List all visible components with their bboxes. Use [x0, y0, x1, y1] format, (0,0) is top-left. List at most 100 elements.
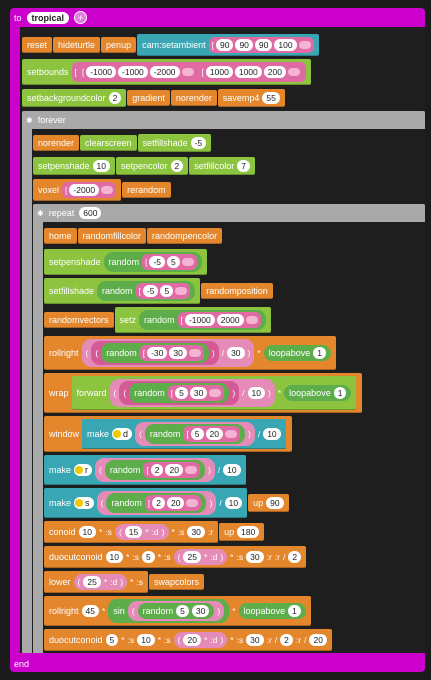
input-slot[interactable]: 10: [137, 634, 155, 646]
input-slot[interactable]: -1000: [184, 314, 215, 326]
input-slot[interactable]: 10: [105, 551, 124, 563]
reporter-label[interactable]: loopabove: [268, 348, 311, 358]
input-slot[interactable]: 20: [205, 428, 223, 440]
input-slot[interactable]: 15: [124, 526, 143, 538]
input-slot[interactable]: 90: [254, 39, 273, 51]
block-label[interactable]: swapcolors: [154, 577, 200, 587]
input-slot[interactable]: 30: [227, 347, 245, 359]
block-label[interactable]: lower: [49, 577, 71, 587]
input-slot[interactable]: 20: [183, 634, 201, 646]
input-slot[interactable]: 55: [262, 92, 280, 104]
input-slot[interactable]: -30: [147, 347, 168, 359]
block-label[interactable]: norender: [175, 93, 212, 103]
block-label[interactable]: rollright: [49, 606, 79, 616]
input-slot[interactable]: 20: [166, 497, 185, 509]
list-toggle[interactable]: [181, 68, 194, 76]
input-slot[interactable]: 90: [235, 39, 253, 51]
reporter-label[interactable]: random: [111, 498, 142, 508]
block-label[interactable]: voxel: [38, 185, 60, 195]
block-label[interactable]: wrap: [49, 388, 69, 398]
reporter-label[interactable]: random: [134, 388, 165, 398]
input-slot[interactable]: 90: [266, 497, 284, 509]
input-slot[interactable]: 2: [170, 160, 184, 172]
input-slot[interactable]: 10: [263, 428, 281, 440]
input-slot[interactable]: 2000: [216, 314, 244, 326]
input-slot[interactable]: 45: [81, 605, 99, 617]
block-label[interactable]: make: [49, 498, 72, 508]
input-slot[interactable]: 100: [274, 39, 297, 51]
block-label[interactable]: forward: [76, 388, 107, 398]
input-slot[interactable]: 30: [169, 347, 187, 359]
procedure-name[interactable]: tropical: [26, 11, 70, 24]
input-slot[interactable]: 1: [313, 347, 326, 359]
block-label[interactable]: gradient: [132, 93, 165, 103]
input-slot[interactable]: 30: [191, 605, 210, 617]
block-label[interactable]: randomposition: [206, 286, 268, 296]
input-slot[interactable]: 180: [237, 526, 260, 538]
block-label[interactable]: rerandom: [127, 185, 166, 195]
input-slot[interactable]: 2: [108, 92, 122, 104]
list-toggle[interactable]: [209, 389, 222, 397]
block-label[interactable]: hideturtle: [58, 40, 96, 50]
block-label[interactable]: setpencolor: [121, 161, 168, 171]
input-slot[interactable]: 2: [152, 497, 165, 509]
variable-text[interactable]: d: [123, 429, 129, 439]
input-slot[interactable]: 1000: [205, 66, 233, 78]
block-label[interactable]: savemp4: [222, 93, 260, 103]
input-slot[interactable]: 5: [141, 551, 155, 563]
list-toggle[interactable]: [224, 430, 237, 438]
input-slot[interactable]: -5: [142, 285, 159, 297]
input-slot[interactable]: 5: [105, 634, 119, 646]
input-slot[interactable]: 2: [280, 634, 293, 646]
block-label[interactable]: setz: [119, 315, 137, 325]
block-label[interactable]: reset: [27, 40, 48, 50]
input-slot[interactable]: 5: [160, 285, 174, 297]
block-label[interactable]: up: [224, 527, 235, 537]
block-label[interactable]: setfillcolor: [194, 161, 235, 171]
input-slot[interactable]: 7: [237, 160, 251, 172]
block-label[interactable]: conoid: [49, 527, 76, 537]
input-slot[interactable]: 5: [176, 605, 189, 617]
list-toggle[interactable]: [188, 349, 201, 357]
block-label[interactable]: penup: [106, 40, 132, 50]
input-slot[interactable]: 1: [333, 387, 347, 399]
variable-text[interactable]: r: [85, 465, 89, 475]
reporter-label[interactable]: random: [102, 286, 133, 296]
reporter-label[interactable]: random: [108, 257, 140, 267]
input-slot[interactable]: 10: [247, 387, 265, 399]
variable-text[interactable]: s: [85, 498, 90, 508]
input-slot[interactable]: 5: [167, 256, 180, 268]
block-label[interactable]: window: [49, 429, 80, 439]
input-slot[interactable]: 25: [83, 576, 101, 588]
list-toggle[interactable]: [175, 287, 188, 295]
list-toggle[interactable]: [287, 68, 300, 76]
block-label[interactable]: randomvectors: [49, 315, 109, 325]
list-toggle[interactable]: [101, 186, 114, 194]
block-label[interactable]: randomfillcolor: [82, 231, 142, 241]
reporter-label[interactable]: random: [144, 315, 175, 325]
block-label[interactable]: make: [49, 465, 72, 475]
input-slot[interactable]: 20: [309, 634, 327, 646]
input-slot[interactable]: -2000: [69, 184, 100, 196]
block-label[interactable]: norender: [38, 138, 75, 148]
reporter-label[interactable]: loopabove: [289, 388, 331, 398]
block-label[interactable]: setpenshade: [49, 257, 101, 267]
block-label[interactable]: cam:setambient: [142, 40, 206, 50]
block-label[interactable]: home: [49, 231, 72, 241]
input-slot[interactable]: 10: [78, 526, 96, 538]
block-label[interactable]: clearscreen: [85, 138, 132, 148]
input-slot[interactable]: 2: [150, 464, 164, 476]
reporter-label[interactable]: random: [106, 348, 137, 358]
input-slot[interactable]: 10: [224, 497, 243, 509]
block-label[interactable]: duocutconoid: [49, 635, 103, 645]
input-slot[interactable]: 5: [175, 387, 188, 399]
block-label[interactable]: setfillshade: [142, 138, 188, 148]
input-slot[interactable]: -5: [190, 137, 207, 149]
list-toggle[interactable]: [184, 466, 197, 474]
block-label[interactable]: setpenshade: [38, 161, 90, 171]
input-slot[interactable]: 10: [223, 464, 241, 476]
block-label[interactable]: up: [253, 498, 264, 508]
list-toggle[interactable]: [181, 258, 194, 266]
input-slot[interactable]: 5: [190, 428, 204, 440]
block-label[interactable]: randompencolor: [152, 231, 218, 241]
